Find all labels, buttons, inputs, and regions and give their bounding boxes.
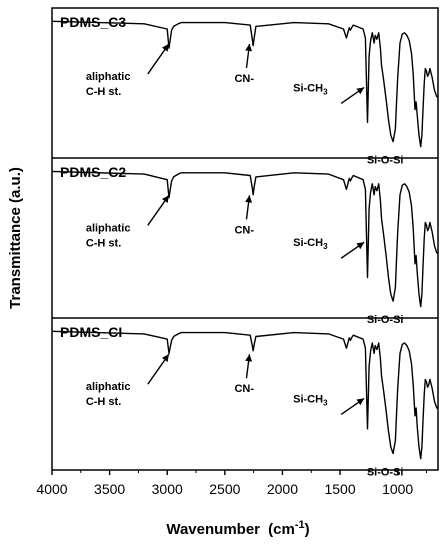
x-tick-label: 1000: [382, 481, 413, 497]
annotation: Si-O-Si: [367, 314, 404, 326]
annotation-label: Si-O-Si: [367, 155, 404, 167]
annotation-label: Si-O-Si: [367, 314, 404, 326]
x-axis-title-main: Wavenumber: [166, 521, 260, 538]
spectrum-line: [51, 170, 438, 308]
annotation-label: aliphatic: [86, 222, 131, 234]
x-axis: 4000 3500 3000 2500 2000 1500 1000: [36, 470, 427, 497]
annotation-arrowhead: [245, 43, 253, 52]
annotation: Si-O-Si: [367, 467, 404, 479]
x-axis-title: Wavenumber (cm-1): [166, 519, 309, 538]
annotation: CN-: [234, 43, 254, 85]
annotation: Si-CH3: [293, 237, 365, 259]
annotation-arrowhead: [245, 195, 253, 203]
annotation-arrowhead: [161, 354, 169, 362]
x-tick-label: 4000: [36, 481, 67, 497]
x-tick-label: 2000: [267, 481, 298, 497]
annotation-label: C-H st.: [86, 86, 121, 98]
annotation-label: Si-CH3: [293, 237, 328, 251]
annotation-arrowhead: [356, 398, 365, 406]
x-tick-label: 2500: [209, 481, 240, 497]
x-tick-label: 3500: [94, 481, 125, 497]
x-tick-label: 3000: [152, 481, 183, 497]
annotation-label: CN-: [234, 73, 254, 85]
plot-frame: [51, 7, 439, 471]
annotation: Si-CH3: [293, 393, 365, 415]
y-axis-title: Transmittance (a.u.): [7, 167, 24, 309]
annotation-label: aliphatic: [86, 381, 131, 393]
spectrum-line: [51, 330, 438, 460]
annotation-arrowhead: [245, 354, 253, 362]
annotation-arrowhead: [161, 195, 169, 204]
x-axis-title-unit: (cm: [268, 521, 295, 538]
annotation-label: Si-CH3: [293, 82, 328, 96]
annotation-label: C-H st.: [86, 237, 121, 249]
annotation: CN-: [234, 195, 254, 236]
annotation: Si-O-Si: [367, 155, 404, 167]
annotation-label: Si-CH3: [293, 393, 328, 407]
annotation-label: CN-: [234, 224, 254, 236]
annotation-arrowhead: [356, 87, 365, 95]
annotation-arrowhead: [161, 43, 169, 52]
annotation-arrowhead: [356, 242, 365, 250]
x-axis-title-unit-close: ): [305, 521, 310, 538]
annotation-label: C-H st.: [86, 396, 121, 408]
annotation: CN-: [234, 354, 254, 395]
annotation: aliphatic C-H st.: [86, 353, 170, 408]
x-tick-label: 1500: [324, 481, 355, 497]
annotation-label: Si-O-Si: [367, 467, 404, 479]
x-axis-title-unit-sup: -1: [295, 519, 305, 531]
annotation: aliphatic C-H st.: [86, 43, 170, 98]
annotation-label: aliphatic: [86, 71, 131, 83]
annotation: Si-CH3: [293, 82, 365, 105]
spectrum-line: [51, 20, 438, 148]
annotation: aliphatic C-H st.: [86, 194, 170, 249]
annotation-label: CN-: [234, 383, 254, 395]
